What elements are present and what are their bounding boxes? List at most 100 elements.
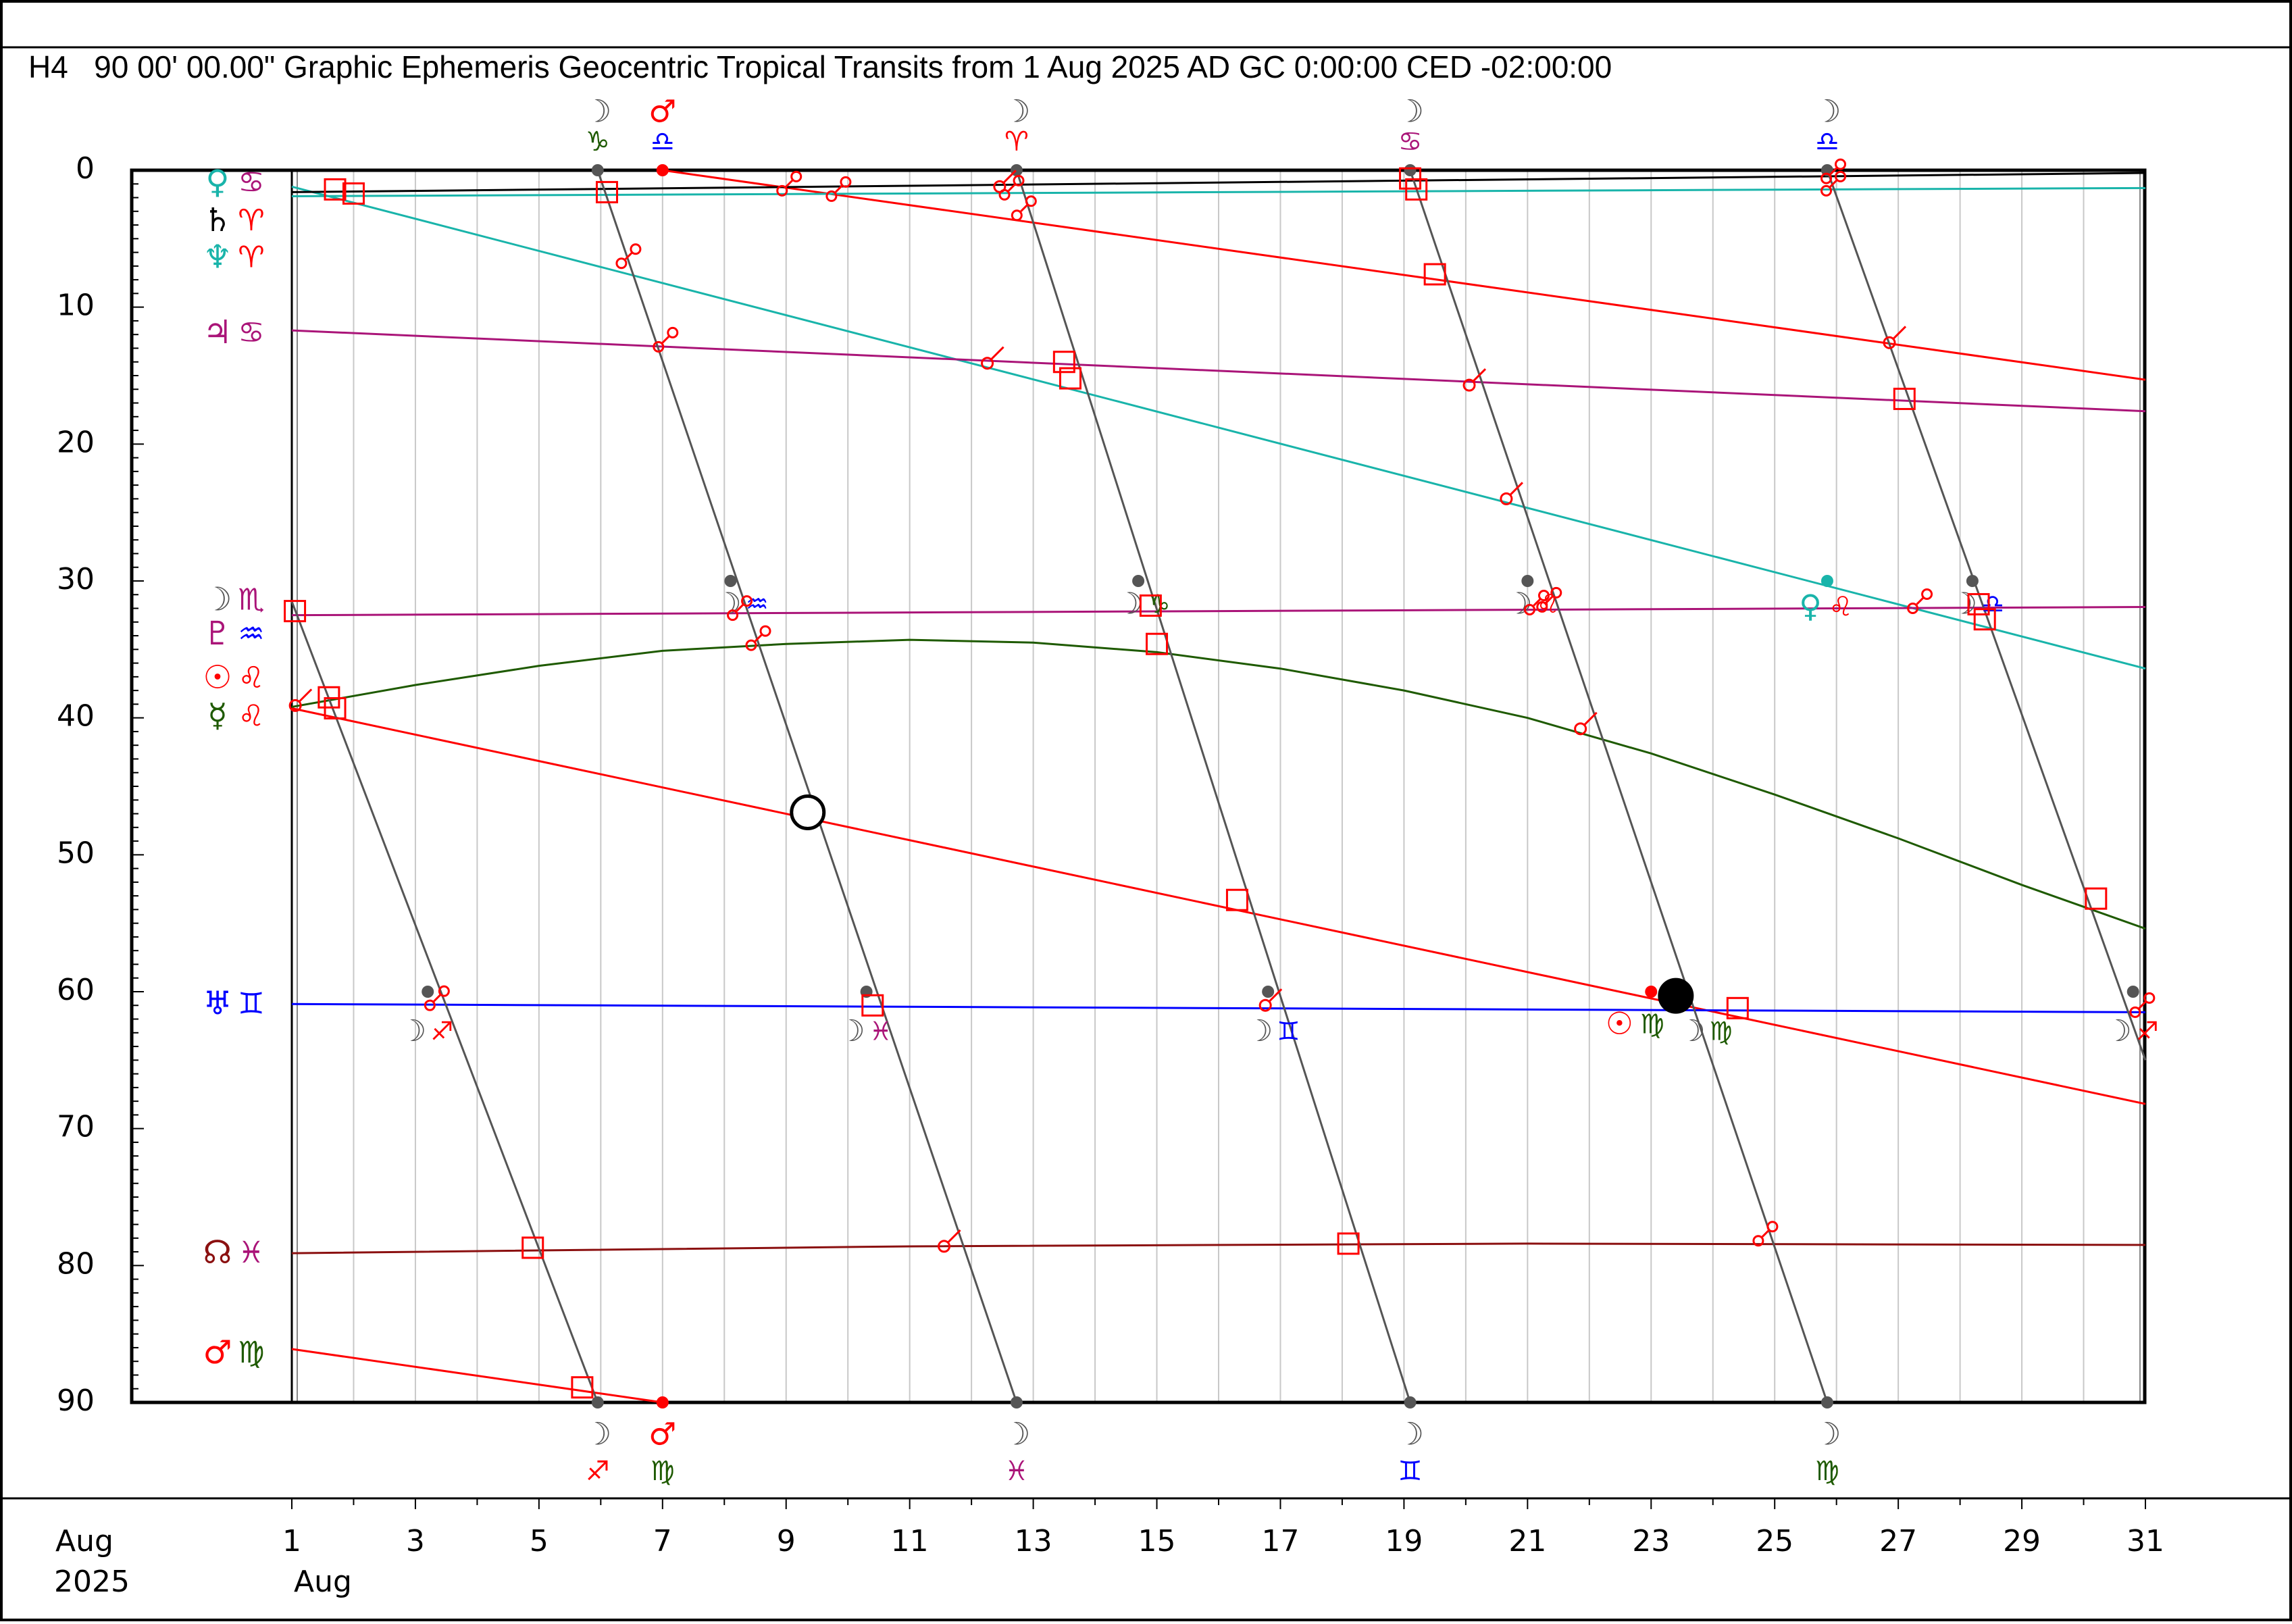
top-ingress-glyph: ☽: [584, 93, 611, 130]
venus-ingress-glyph: ♀: [1799, 588, 1822, 624]
opposition-aspect-marker: [1025, 195, 1037, 207]
moon-crossing-sign: ♍: [1710, 1016, 1733, 1046]
opposition-aspect-marker: [745, 639, 757, 651]
top-ingress-sign: ♈: [1004, 126, 1029, 157]
bottom-ingress-glyph: ☽: [1002, 1416, 1030, 1452]
left-sign-glyph: ♌: [238, 699, 264, 734]
square-aspect-marker: [861, 994, 884, 1017]
opposition-aspect-stem: [1533, 598, 1542, 607]
event-dot: [1010, 1396, 1023, 1409]
left-planet-glyph: ☊: [203, 1234, 232, 1271]
moon-crossing-sign: ♐: [430, 1016, 453, 1046]
square-aspect-marker: [1139, 594, 1162, 617]
opposition-aspect-marker: [741, 595, 753, 607]
x-tick-label: 13: [1015, 1524, 1052, 1558]
bottom-ingress-sign: ♊: [1398, 1456, 1423, 1487]
event-dot: [591, 164, 604, 176]
sextile-aspect-stem: [1472, 368, 1487, 382]
opposition-aspect-stem: [785, 179, 794, 188]
x-tick-label: 3: [406, 1524, 425, 1558]
x-axis-start-month-label: Aug: [294, 1565, 352, 1599]
x-tick-label: 23: [1632, 1524, 1670, 1558]
event-dot: [1132, 575, 1145, 587]
moon-crossing-sign: ♑: [1147, 589, 1170, 619]
square-aspect-marker: [1146, 632, 1169, 655]
x-tick-label: 31: [2127, 1524, 2164, 1558]
series-line-mercury: [291, 638, 2146, 930]
event-dot: [1966, 575, 1979, 587]
opposition-aspect-stem: [624, 251, 633, 260]
bottom-ingress-sign: ♍: [1815, 1456, 1839, 1487]
new-moon-marker: [1658, 978, 1694, 1014]
left-sign-glyph: ♈: [238, 203, 264, 238]
opposition-aspect-marker: [615, 257, 628, 270]
moon-crossing-glyph: ☽: [2105, 1014, 2131, 1048]
left-planet-glyph: ♅: [203, 984, 232, 1022]
opposition-aspect-stem: [736, 603, 744, 612]
x-tick-label: 1: [282, 1524, 301, 1558]
sextile-aspect-marker: [1258, 998, 1272, 1012]
sextile-aspect-marker: [1574, 722, 1587, 736]
bottom-ingress-glyph: ♂: [648, 1416, 676, 1452]
x-tick-label: 29: [2003, 1524, 2041, 1558]
left-planet-glyph: ♃: [203, 313, 232, 351]
moon-crossing-glyph: ☽: [1117, 586, 1143, 621]
sextile-aspect-stem: [990, 346, 1004, 360]
opposition-aspect-marker: [424, 999, 436, 1011]
opposition-aspect-marker: [1907, 602, 1919, 614]
opposition-aspect-marker: [790, 170, 803, 182]
sun-ingress-sign: ♍: [1640, 1009, 1664, 1040]
sextile-aspect-marker: [1500, 492, 1513, 505]
event-dot: [422, 986, 434, 998]
square-aspect-marker: [1726, 996, 1749, 1019]
left-planet-glyph: ☉: [203, 659, 232, 696]
event-dot: [591, 1396, 604, 1409]
series-line-jupiter: [291, 329, 2146, 413]
sextile-aspect-stem: [1892, 326, 1907, 340]
square-aspect-marker: [324, 178, 347, 201]
sextile-aspect-marker: [993, 180, 1007, 193]
bottom-ingress-sign: ♐: [586, 1456, 610, 1487]
series-line-moon-0: [290, 601, 599, 1403]
x-tick-label: 27: [1879, 1524, 1917, 1558]
left-sign-glyph: ♋: [238, 315, 264, 350]
event-dot: [656, 1396, 669, 1409]
series-line-mars: [291, 1348, 663, 1404]
top-ingress-sign: ♎: [651, 126, 675, 157]
sextile-aspect-stem: [1583, 711, 1598, 726]
square-aspect-marker: [595, 180, 618, 203]
opposition-aspect-marker: [1013, 174, 1025, 186]
left-sign-glyph: ♍: [238, 1336, 264, 1370]
opposition-aspect-marker: [438, 985, 450, 997]
left-sign-glyph: ♓: [238, 1236, 264, 1270]
event-dot: [1404, 1396, 1417, 1409]
moon-crossing-glyph: ☽: [1679, 1014, 1705, 1048]
opposition-aspect-marker: [2129, 1006, 2141, 1018]
square-aspect-marker: [1973, 608, 1996, 631]
event-dot: [1262, 986, 1275, 998]
moon-crossing-glyph: ☽: [1506, 586, 1532, 621]
left-planet-glyph: ♀: [205, 163, 229, 201]
event-dot: [1404, 164, 1417, 176]
opposition-aspect-marker: [1820, 172, 1833, 184]
series-line-moon-2: [1015, 170, 1411, 1403]
moon-crossing-sign: ♊: [1277, 1016, 1300, 1046]
sextile-aspect-marker: [1462, 378, 1476, 392]
square-aspect-marker: [1405, 178, 1428, 201]
event-dot: [1521, 575, 1534, 587]
moon-crossing-sign: ♓: [869, 1016, 892, 1046]
sextile-aspect-marker: [288, 699, 302, 712]
opposition-aspect-stem: [754, 634, 763, 642]
venus-ingress-sign: ♌: [1829, 592, 1853, 623]
opposition-aspect-marker: [1537, 589, 1550, 601]
series-line-mars-libra-: [662, 169, 2146, 381]
top-ingress-sign: ♋: [1398, 126, 1423, 157]
moon-crossing-glyph: ☽: [400, 1014, 426, 1048]
left-sign-glyph: ♏: [238, 582, 264, 617]
top-ingress-glyph: ☽: [1002, 93, 1030, 130]
square-aspect-marker: [2085, 887, 2108, 910]
square-aspect-marker: [1052, 351, 1075, 374]
top-ingress-glyph: ☽: [1396, 93, 1424, 130]
bottom-ingress-glyph: ☽: [1813, 1416, 1841, 1452]
full-moon-marker: [790, 794, 826, 831]
